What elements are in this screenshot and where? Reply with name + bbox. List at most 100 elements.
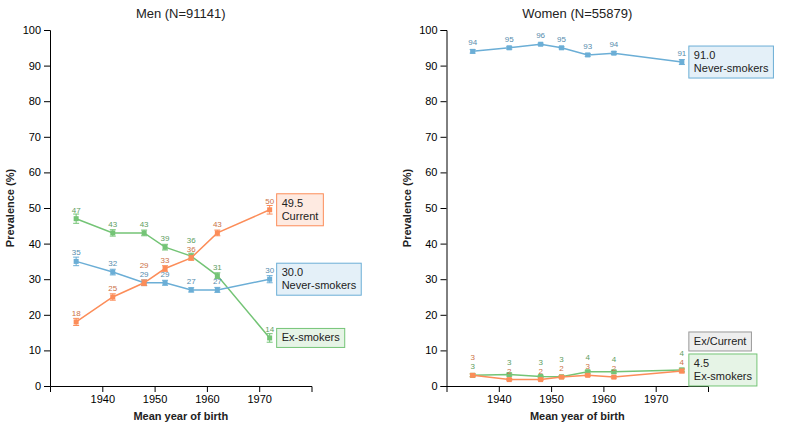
error-bar: [162, 244, 168, 250]
tick-mark: [44, 101, 50, 102]
tick-mark: [44, 386, 50, 387]
data-label: 96: [536, 31, 545, 40]
chart-canvas: 19401950196019700102030405060708090100Me…: [0, 0, 793, 428]
y-axis-tick: 60: [29, 166, 50, 178]
label-box: [277, 194, 324, 226]
label-box: [689, 332, 752, 351]
data-label: 93: [583, 42, 592, 51]
x-axis-tick: 1960: [195, 386, 219, 405]
tick-label: 90: [29, 60, 41, 72]
data-label: 36: [187, 245, 196, 254]
data-label: 14: [265, 325, 274, 334]
tick-mark: [441, 172, 447, 173]
series-line: [76, 219, 270, 338]
data-point: [507, 377, 512, 382]
axis-line: [44, 31, 51, 387]
legend-item: 91.0Never-smokers: [689, 46, 774, 78]
y-axis-tick: 80: [29, 95, 50, 107]
data-point: [74, 216, 79, 221]
tick-label: 1970: [644, 393, 668, 405]
tick-mark: [102, 386, 103, 392]
data-label: 29: [140, 270, 149, 279]
label-box: [689, 46, 774, 78]
tick-label: 60: [425, 166, 437, 178]
error-bar: [470, 50, 476, 54]
data-point: [559, 374, 564, 379]
data-label: 3: [507, 358, 512, 367]
data-label: 30: [265, 266, 274, 275]
tick-label: 70: [29, 131, 41, 143]
tick-label: 1950: [143, 393, 167, 405]
data-label: 35: [72, 248, 81, 257]
data-point: [110, 230, 115, 235]
data-point: [679, 369, 684, 374]
error-bar: [141, 280, 147, 286]
data-label: 3: [559, 355, 564, 364]
data-label: 47: [72, 206, 81, 215]
data-label: 94: [468, 38, 477, 47]
tick-mark: [656, 386, 657, 392]
error-bar: [162, 280, 168, 285]
data-point: [215, 287, 220, 292]
tick-label: 1950: [539, 393, 563, 405]
data-point: [142, 280, 147, 285]
label-box: [689, 354, 757, 386]
tick-mark: [44, 137, 50, 138]
tick-label: 30: [29, 273, 41, 285]
legend-value: 49.5: [282, 197, 303, 209]
legend-entry: Current: [282, 210, 319, 222]
error-bar: [679, 60, 685, 65]
error-bar: [110, 230, 116, 236]
data-point: [74, 319, 79, 324]
data-label: 3: [538, 358, 543, 367]
tick-label: 100: [419, 24, 437, 36]
tick-label: 0: [35, 380, 41, 392]
label-box: [277, 328, 345, 347]
data-label: 43: [108, 220, 117, 229]
data-point: [74, 259, 79, 264]
error-bar: [141, 230, 147, 236]
tick-mark: [603, 386, 604, 392]
data-point: [585, 373, 590, 378]
y-axis-title: Prevalence (%): [4, 169, 16, 248]
tick-mark: [441, 30, 447, 31]
tick-label: 40: [29, 238, 41, 250]
tick-mark: [441, 279, 447, 280]
tick-label: 1940: [487, 393, 511, 405]
tick-label: 70: [425, 131, 437, 143]
panel: 19401950196019700102030405060708090100Wo…: [401, 6, 774, 422]
tick-label: 1960: [592, 393, 616, 405]
y-axis-tick: 100: [419, 24, 446, 36]
data-label: 3: [470, 353, 475, 362]
data-point: [142, 280, 147, 285]
data-label: 91: [677, 49, 686, 58]
y-axis-tick: 50: [29, 202, 50, 214]
tick-mark: [441, 350, 447, 351]
y-axis-tick: 40: [425, 238, 446, 250]
data-label: 43: [213, 220, 222, 229]
legend-item: 49.5Current: [277, 194, 324, 226]
tick-label: 50: [29, 202, 41, 214]
tick-label: 20: [29, 309, 41, 321]
x-axis-tick: 1970: [247, 386, 271, 405]
legend-entry: Never-smokers: [694, 62, 769, 74]
data-point: [267, 335, 272, 340]
series: [73, 257, 273, 292]
series-line: [76, 210, 270, 322]
error-bar: [214, 287, 220, 292]
error-bar: [188, 255, 194, 260]
data-point: [267, 207, 272, 212]
data-label: 94: [609, 40, 618, 49]
data-label: 27: [213, 277, 222, 286]
error-bar: [267, 206, 273, 215]
error-bar: [214, 230, 220, 236]
error-bar: [267, 334, 273, 343]
plot-area: [73, 206, 273, 343]
data-label: 50: [265, 197, 274, 206]
error-bar: [73, 257, 79, 266]
tick-mark: [155, 386, 156, 392]
labels: 33942395239623953493249444914.5Ex-smoker…: [468, 31, 773, 386]
y-axis-tick: 60: [425, 166, 446, 178]
y-axis-tick: 70: [29, 131, 50, 143]
x-axis-tick: 1970: [644, 386, 668, 405]
